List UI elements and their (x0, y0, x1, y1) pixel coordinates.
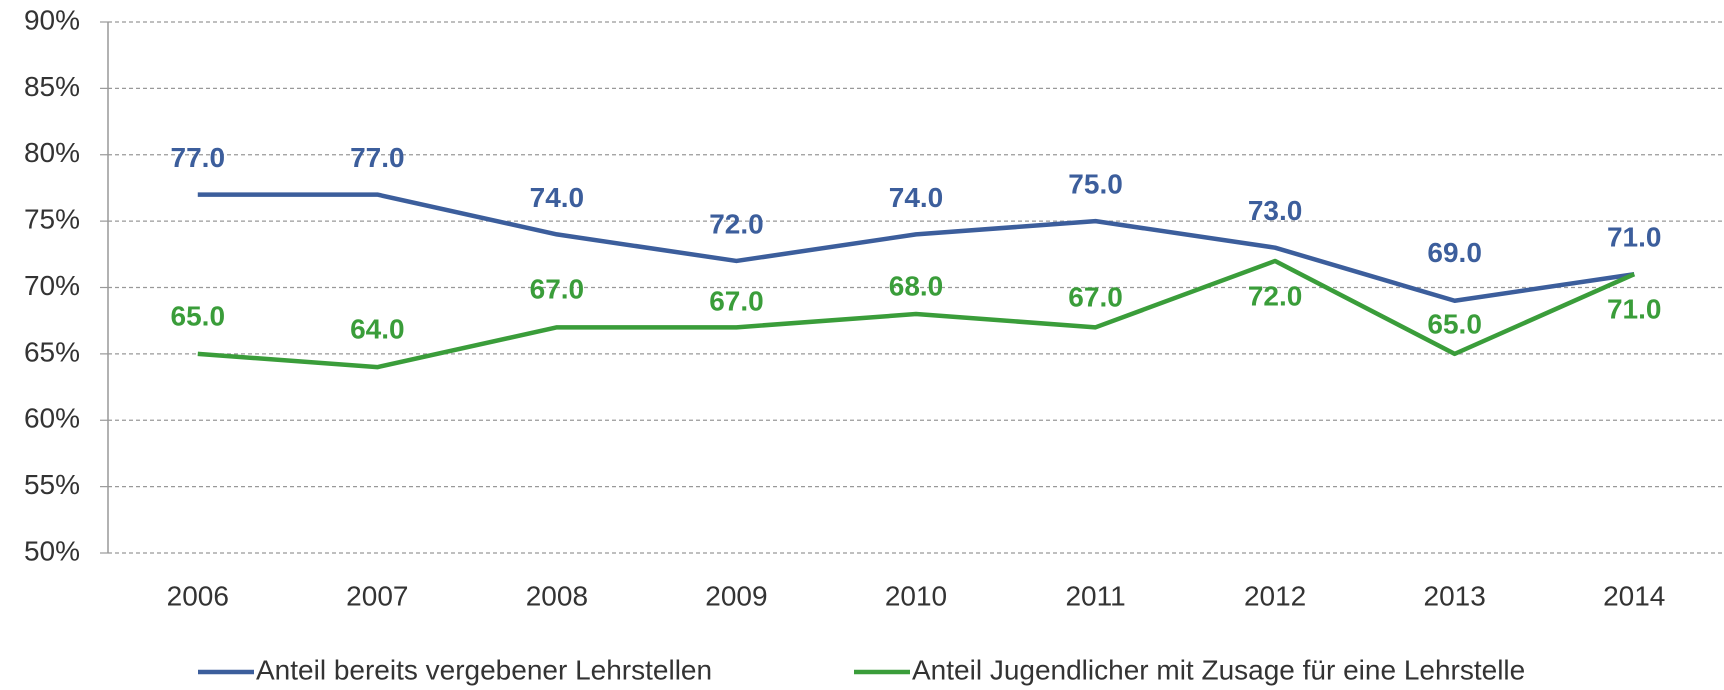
data-label: 72.0 (709, 208, 764, 239)
data-label: 67.0 (709, 286, 764, 317)
data-label: 75.0 (1068, 169, 1123, 200)
y-tick-label: 80% (24, 137, 80, 168)
data-label: 77.0 (350, 142, 405, 173)
data-label: 65.0 (171, 300, 226, 331)
data-label: 64.0 (350, 314, 405, 345)
data-label: 74.0 (530, 182, 585, 213)
data-label: 67.0 (530, 274, 585, 305)
x-tick-label: 2009 (705, 580, 767, 611)
y-tick-label: 60% (24, 403, 80, 434)
x-tick-label: 2010 (885, 580, 947, 611)
y-tick-label: 65% (24, 336, 80, 367)
x-tick-label: 2014 (1603, 580, 1665, 611)
x-tick-label: 2008 (526, 580, 588, 611)
x-tick-label: 2006 (167, 580, 229, 611)
data-label: 72.0 (1248, 280, 1303, 311)
legend-label: Anteil bereits vergebener Lehrstellen (256, 654, 712, 685)
legend-label: Anteil Jugendlicher mit Zusage für eine … (912, 654, 1525, 685)
x-tick-label: 2011 (1065, 580, 1125, 611)
y-tick-label: 70% (24, 270, 80, 301)
y-tick-label: 85% (24, 71, 80, 102)
data-label: 71.0 (1607, 222, 1662, 253)
y-tick-label: 75% (24, 204, 80, 235)
data-label: 77.0 (171, 142, 226, 173)
series-line (197, 258, 1636, 370)
y-tick-label: 55% (24, 469, 80, 500)
y-tick-label: 90% (24, 4, 80, 35)
data-label: 68.0 (889, 270, 944, 301)
y-tick-label: 50% (24, 535, 80, 566)
x-tick-label: 2012 (1244, 580, 1306, 611)
data-label: 74.0 (889, 182, 944, 213)
data-label: 69.0 (1427, 237, 1482, 268)
data-label: 71.0 (1607, 294, 1662, 325)
x-tick-label: 2013 (1424, 580, 1486, 611)
data-label: 67.0 (1068, 282, 1123, 313)
data-label: 73.0 (1248, 195, 1303, 226)
x-tick-label: 2007 (346, 580, 408, 611)
data-label: 65.0 (1427, 308, 1482, 339)
series-line (197, 192, 1635, 304)
